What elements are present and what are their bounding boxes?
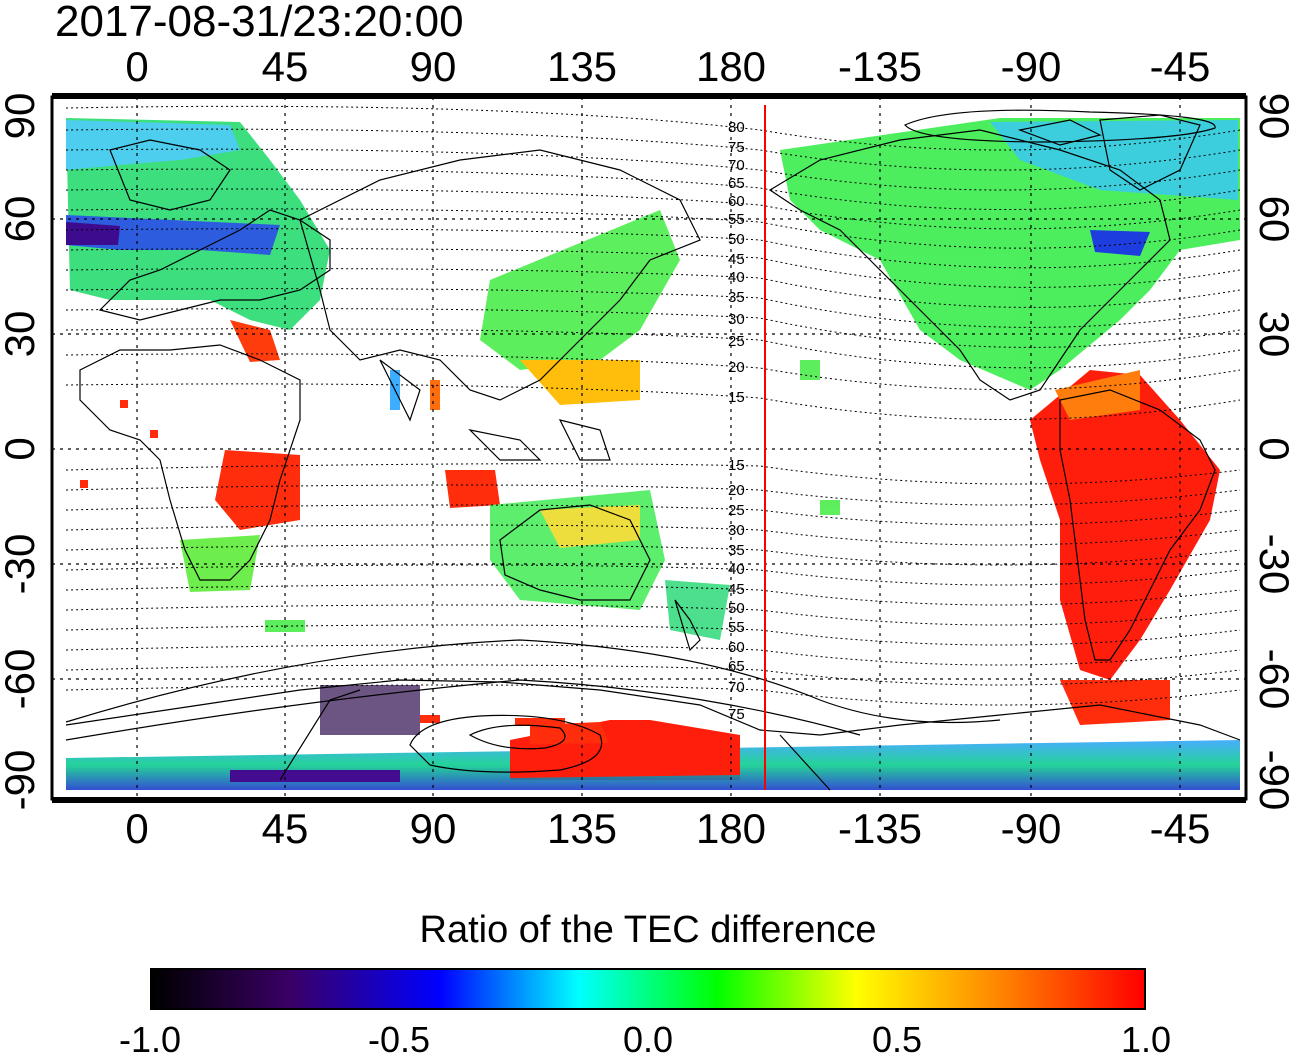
map-frame-thick-top xyxy=(52,93,1246,99)
contour-label: 45 xyxy=(728,251,745,268)
lon-tick-top-180: 180 xyxy=(695,43,767,90)
contour-label: 45 xyxy=(728,581,745,598)
lon-tick-bottom-135: 135 xyxy=(546,805,618,852)
contour-label: 35 xyxy=(728,289,745,306)
colorbar-tick-05: 0.5 xyxy=(871,1019,923,1060)
lon-tick-top--45: -45 xyxy=(1149,43,1211,90)
colorbar xyxy=(150,968,1146,1010)
contour-label: 65 xyxy=(728,658,745,675)
contour-label: 20 xyxy=(728,359,745,376)
contour-label: 55 xyxy=(728,211,745,228)
contour-label: 55 xyxy=(728,619,745,636)
contour-label: 70 xyxy=(728,679,745,696)
lon-tick-bottom--90: -90 xyxy=(1000,805,1062,852)
coastlines xyxy=(65,109,1241,791)
contour-label: 30 xyxy=(728,311,745,328)
map-frame-thick-bottom xyxy=(52,797,1246,803)
contour-label: 40 xyxy=(728,561,745,578)
contour-label: 50 xyxy=(728,600,745,617)
contour-labels: 80 75 70 65 60 55 50 45 40 35 30 25 20 1… xyxy=(728,119,745,723)
colorbar-tick-1: 1.0 xyxy=(1120,1019,1172,1060)
colorbar-title: Ratio of the TEC difference xyxy=(419,909,877,951)
contour-label: 30 xyxy=(728,522,745,539)
lon-tick-bottom--135: -135 xyxy=(837,805,923,852)
lon-tick-top-45: 45 xyxy=(261,43,309,90)
contour-label: 70 xyxy=(728,157,745,174)
contour-label: 40 xyxy=(728,269,745,286)
contour-label: 60 xyxy=(728,193,745,210)
lon-tick-bottom-0: 0 xyxy=(125,805,149,852)
lon-tick-top--90: -90 xyxy=(1000,43,1062,90)
lon-tick-bottom-180: 180 xyxy=(695,805,767,852)
lon-tick-bottom-90: 90 xyxy=(409,805,457,852)
lon-tick-top-0: 0 xyxy=(125,43,149,90)
contour-label: 75 xyxy=(728,706,745,723)
contour-label: 65 xyxy=(728,175,745,192)
lon-tick-bottom-45: 45 xyxy=(261,805,309,852)
colorbar-tick-0: 0.0 xyxy=(622,1019,674,1060)
contour-label: 75 xyxy=(728,139,745,156)
lat-lon-grid xyxy=(52,97,1246,799)
contour-label: 20 xyxy=(728,482,745,499)
lon-tick-top-135: 135 xyxy=(546,43,618,90)
contour-label: 25 xyxy=(728,333,745,350)
contour-label: 15 xyxy=(728,389,745,406)
contour-label: 35 xyxy=(728,542,745,559)
lon-tick-bottom--45: -45 xyxy=(1149,805,1211,852)
colorbar-tick-neg1: -1.0 xyxy=(118,1019,182,1060)
contour-label: 25 xyxy=(728,502,745,519)
map-title: 2017-08-31/23:20:00 xyxy=(55,0,464,46)
lon-tick-top--135: -135 xyxy=(837,43,923,90)
tec-map: 80 75 70 65 60 55 50 45 40 35 30 25 20 1… xyxy=(50,93,1248,803)
magnetic-latitude-solid xyxy=(65,639,1001,741)
contour-label: 60 xyxy=(728,639,745,656)
contour-label: 50 xyxy=(728,231,745,248)
contour-label: 15 xyxy=(728,457,745,474)
lon-tick-top-90: 90 xyxy=(409,43,457,90)
magnetic-latitude-contours xyxy=(65,105,1241,706)
contour-label: 80 xyxy=(728,119,745,136)
colorbar-tick-neg05: -0.5 xyxy=(367,1019,431,1060)
